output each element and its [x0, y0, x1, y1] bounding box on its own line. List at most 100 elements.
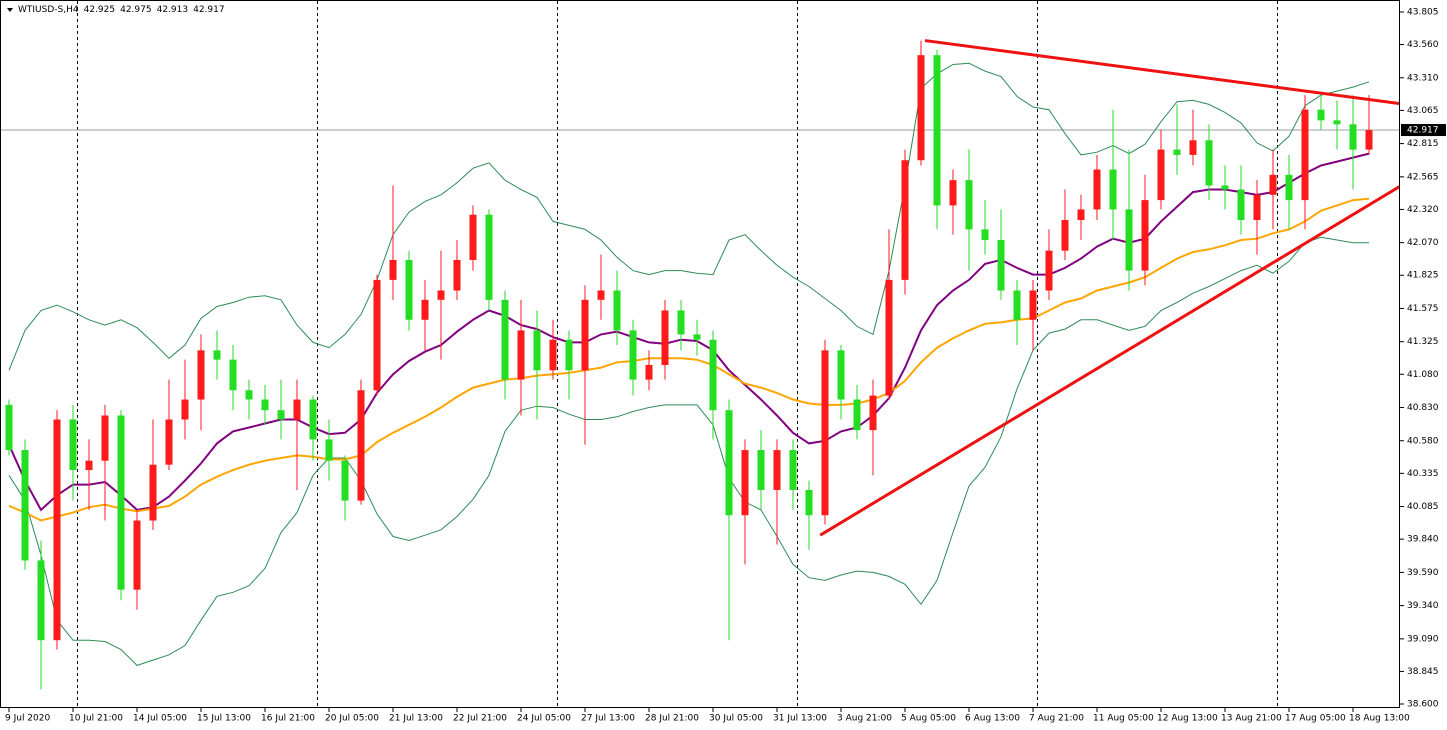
y-tick-label: 40.580 — [1407, 436, 1439, 446]
candle-body — [1349, 124, 1357, 150]
candle-body — [421, 299, 429, 320]
y-tick-label: 42.565 — [1407, 172, 1439, 182]
candle-body — [133, 520, 141, 590]
candle-body — [869, 395, 877, 431]
x-tick-label: 31 Jul 13:00 — [773, 714, 827, 724]
x-tick-label: 9 Jul 2020 — [5, 714, 50, 724]
candle-body — [1061, 220, 1069, 251]
candle-body — [677, 310, 685, 335]
close-value: 42.917 — [193, 5, 225, 15]
x-tick-label: 7 Aug 21:00 — [1029, 714, 1084, 724]
candle-body — [261, 399, 269, 411]
y-tick-label: 39.090 — [1407, 634, 1439, 644]
candle-body — [917, 55, 925, 161]
y-tick-label: 40.830 — [1407, 403, 1439, 413]
y-tick-label: 43.805 — [1407, 7, 1439, 17]
candle-body — [597, 290, 605, 300]
candle-body — [1301, 109, 1309, 201]
candle-body — [613, 290, 621, 331]
menu-triangle[interactable] — [7, 8, 13, 12]
x-tick-label: 18 Aug 13:00 — [1349, 714, 1410, 724]
x-tick-label: 22 Jul 21:00 — [453, 714, 507, 724]
candle-body — [981, 229, 989, 240]
candle-body — [37, 560, 45, 641]
candle-body — [373, 279, 381, 391]
candle-body — [1029, 290, 1037, 320]
y-tick-label: 40.085 — [1407, 502, 1439, 512]
candle-body — [1045, 250, 1053, 291]
candle-body — [1333, 120, 1341, 125]
candle-body — [341, 460, 349, 501]
x-tick-label: 17 Aug 05:00 — [1285, 714, 1346, 724]
candle-body — [1237, 189, 1245, 221]
x-tick-label: 11 Aug 05:00 — [1093, 714, 1154, 724]
candle-body — [901, 160, 909, 280]
candle-body — [565, 339, 573, 371]
candle-body — [357, 390, 365, 501]
candle-body — [501, 299, 509, 380]
candle-body — [469, 214, 477, 260]
period-separators — [77, 1, 1278, 707]
candle-body — [997, 239, 1005, 291]
candle-body — [389, 259, 397, 280]
y-tick-label: 41.325 — [1407, 337, 1439, 347]
candle-body — [21, 450, 29, 561]
candle-body — [53, 419, 61, 641]
y-tick-label: 43.065 — [1407, 106, 1439, 116]
high-value: 42.975 — [120, 5, 152, 15]
candle-body — [933, 55, 941, 206]
candle-body — [325, 439, 333, 461]
x-tick-label: 14 Jul 05:00 — [133, 714, 187, 724]
candle-body — [437, 290, 445, 300]
candle-body — [661, 310, 669, 365]
x-tick-label: 13 Aug 21:00 — [1221, 714, 1282, 724]
axes: 43.805 43.560 43.310 43.065 42.815 42.565 42.3… — [5, 7, 1446, 724]
candle-body — [709, 339, 717, 411]
y-tick-label: 41.080 — [1407, 370, 1439, 380]
candle-body — [213, 350, 221, 360]
plot-area — [1, 39, 1399, 690]
x-tick-label: 6 Aug 13:00 — [965, 714, 1020, 724]
x-tick-label: 27 Jul 13:00 — [581, 714, 635, 724]
candle-body — [965, 180, 973, 230]
candle-body — [741, 450, 749, 516]
candle-body — [805, 489, 813, 516]
candle-body — [1093, 169, 1101, 210]
candle-body — [837, 350, 845, 400]
x-tick-label: 5 Aug 05:00 — [901, 714, 956, 724]
current-price-label: 42.917 — [1407, 126, 1439, 136]
candle-body — [1013, 290, 1021, 320]
candle-body — [1269, 174, 1277, 195]
x-tick-label: 12 Aug 13:00 — [1157, 714, 1218, 724]
y-tick-label: 43.560 — [1407, 40, 1439, 50]
candle-body — [85, 460, 93, 471]
candle-body — [1173, 149, 1181, 155]
x-tick-label: 16 Jul 21:00 — [261, 714, 315, 724]
x-tick-label: 20 Jul 05:00 — [325, 714, 379, 724]
open-value: 42.925 — [83, 5, 116, 15]
candle-body — [1205, 140, 1213, 186]
candle-body — [1317, 109, 1325, 121]
x-tick-label: 10 Jul 21:00 — [69, 714, 123, 724]
candle-body — [309, 399, 317, 440]
candle-body — [1365, 130, 1373, 150]
y-tick-label: 39.340 — [1407, 601, 1439, 611]
candle-body — [1253, 194, 1261, 221]
candle-body — [405, 259, 413, 320]
candle-body — [533, 330, 541, 371]
y-tick-label: 43.310 — [1407, 73, 1439, 83]
symbol: WTIUSD-S,H4 — [18, 5, 79, 15]
candle-body — [149, 464, 157, 521]
candle-body — [197, 350, 205, 400]
candle-body — [757, 450, 765, 490]
x-tick-label: 28 Jul 21:00 — [645, 714, 699, 724]
candle-body — [117, 415, 125, 590]
chart-header: WTIUSD-S,H4 42.925 42.975 42.913 42.917 — [18, 5, 225, 15]
candle-body — [853, 399, 861, 431]
candle-body — [101, 415, 109, 461]
candle-body — [1109, 169, 1117, 210]
candle-body — [245, 390, 253, 400]
x-tick-label: 21 Jul 13:00 — [389, 714, 443, 724]
